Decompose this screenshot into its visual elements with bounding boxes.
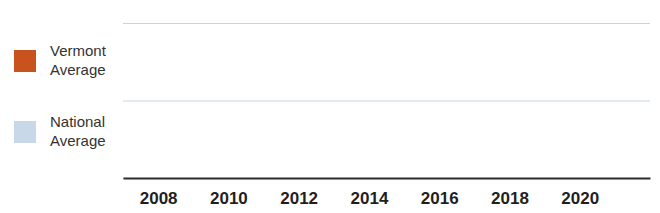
x-tick-label: 2014 xyxy=(351,189,389,208)
chart-svg: 2008 2010 2012 2014 2016 2018 2020 VermontAvera… xyxy=(0,0,660,213)
x-tick: 2020 xyxy=(561,178,599,208)
legend-item: NationalAverage xyxy=(14,113,106,149)
x-tick: 2016 xyxy=(421,178,459,208)
y-tick xyxy=(123,101,650,102)
x-axis-line xyxy=(124,178,651,180)
x-axis: 2008 2010 2012 2014 2016 2018 2020 xyxy=(124,178,651,208)
x-tick: 2014 xyxy=(351,178,389,208)
x-tick: 2012 xyxy=(280,178,318,208)
y-tick xyxy=(123,178,650,179)
x-tick-label: 2010 xyxy=(210,189,248,208)
legend-label: NationalAverage xyxy=(50,113,106,149)
plot: 2008 2010 2012 2014 2016 2018 2020 xyxy=(123,24,651,209)
legend-swatch xyxy=(14,121,36,143)
y-tick xyxy=(123,23,650,24)
x-tick-label: 2008 xyxy=(140,189,178,208)
x-tick-label: 2018 xyxy=(491,189,529,208)
grid-line xyxy=(123,178,650,179)
x-tick-label: 2016 xyxy=(421,189,459,208)
legend-item: VermontAverage xyxy=(14,42,107,78)
legend-label: VermontAverage xyxy=(50,42,107,78)
x-tick: 2018 xyxy=(491,178,529,208)
x-tick: 2010 xyxy=(210,178,248,208)
legend-swatch xyxy=(14,50,36,72)
grid-line xyxy=(123,23,650,24)
chart-container: 2008 2010 2012 2014 2016 2018 2020 VermontAvera… xyxy=(0,0,660,213)
x-tick-label: 2012 xyxy=(280,189,318,208)
legend: VermontAverage NationalAverage xyxy=(14,42,107,149)
grid-line xyxy=(123,101,650,102)
x-tick: 2008 xyxy=(140,178,178,208)
y-grid xyxy=(123,24,650,179)
x-tick-label: 2020 xyxy=(561,189,599,208)
